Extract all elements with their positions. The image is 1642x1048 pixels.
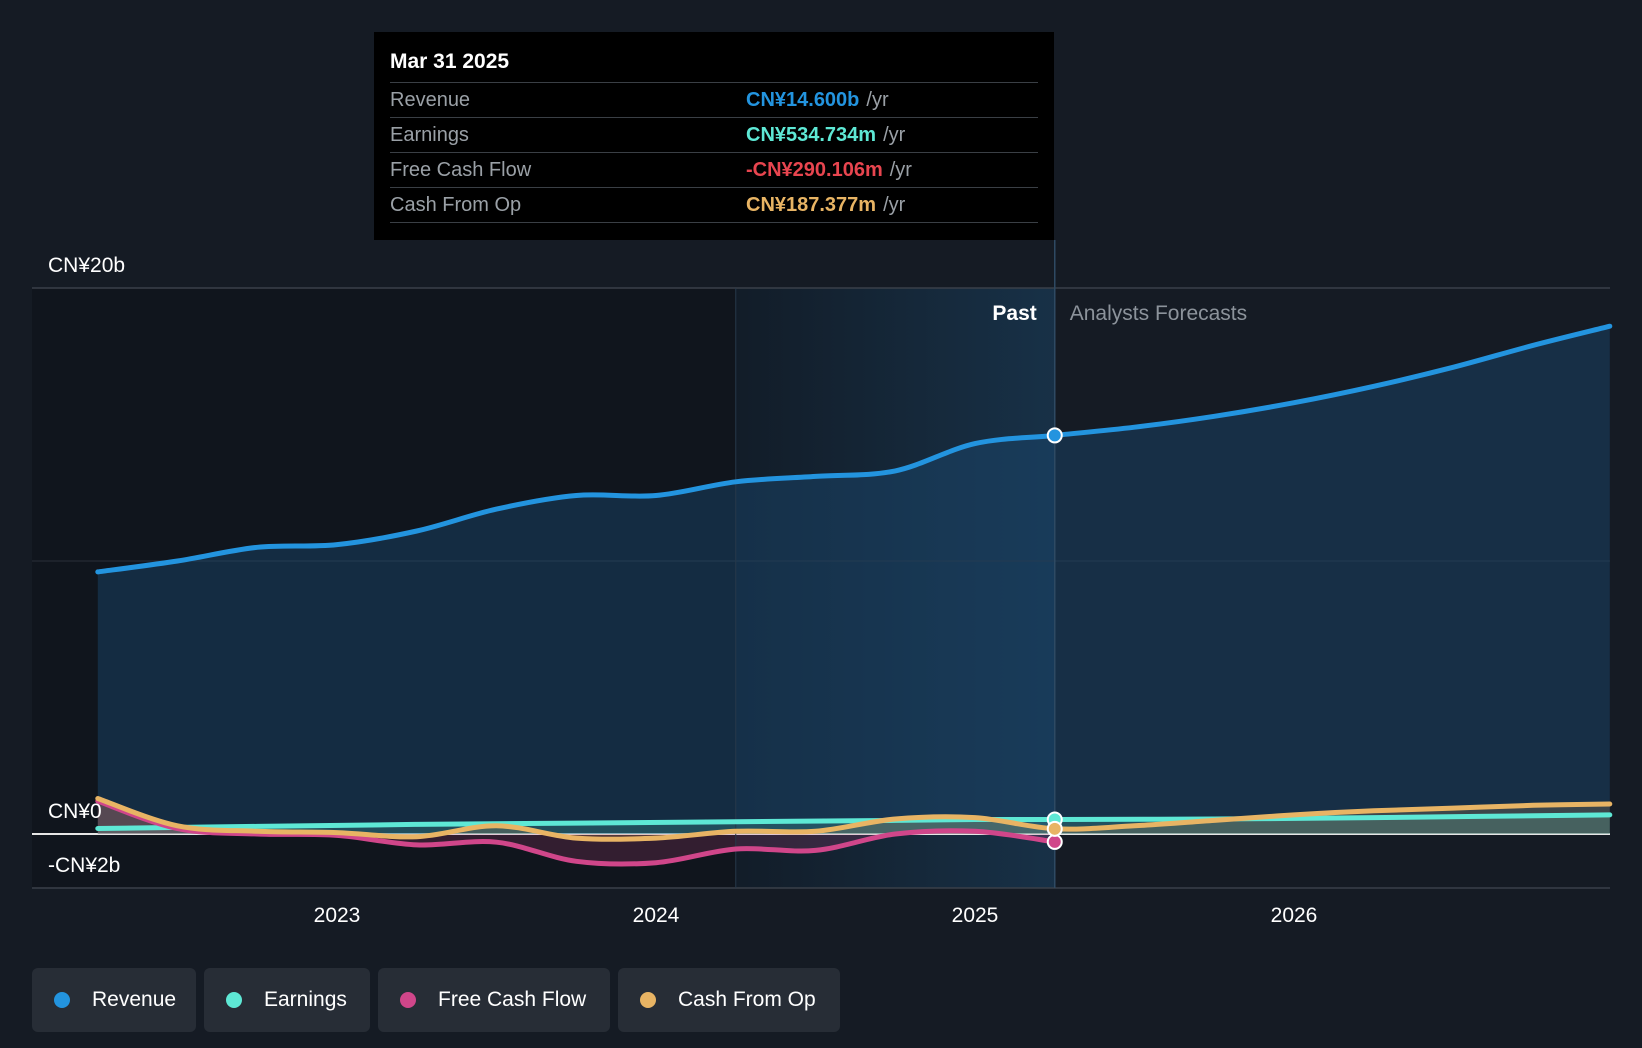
past-label: Past [992,302,1036,325]
tooltip-unit: /yr [889,158,912,181]
x-tick-label: 2023 [314,904,361,927]
y-tick-label: CN¥0 [48,800,102,823]
legend-cash-from-op[interactable]: Cash From Op [618,968,840,1032]
tooltip-row-revenue: Revenue CN¥14.600b /yr [390,82,1038,117]
legend-label: Earnings [264,988,347,1011]
forecast-label: Analysts Forecasts [1070,302,1247,325]
tooltip-label: Revenue [390,88,471,111]
tooltip-row-free-cash-flow: Free Cash Flow -CN¥290.106m /yr [390,152,1038,187]
line-cash-from-op [95,796,1613,842]
x-tick-label: 2026 [1271,904,1318,927]
tooltip-unit: /yr [866,88,889,111]
axis-labels: Past Analysts Forecasts CN¥20b CN¥0 -CN¥2b… [48,254,1317,927]
tooltip-row-earnings: Earnings CN¥534.734m /yr [390,117,1038,152]
line-revenue [95,323,1613,575]
legend-earnings[interactable]: Earnings [204,968,370,1032]
tooltip-unit: /yr [883,123,906,146]
tooltip-label: Free Cash Flow [390,158,532,181]
legend-label: Revenue [92,988,177,1011]
legend-revenue[interactable]: Revenue [32,968,196,1032]
tooltip-value: -CN¥290.106m [746,158,883,181]
y-tick-label: CN¥20b [48,254,125,277]
tooltip-value: CN¥14.600b [746,88,860,111]
tooltip-value: CN¥187.377m [746,193,877,216]
tooltip-unit: /yr [883,193,906,216]
marker-cash-from-op [1046,820,1063,837]
marker-revenue [1046,427,1063,444]
tooltip-value: CN¥534.734m [746,123,877,146]
line-free-cash-flow [95,798,1058,867]
tooltip-label: Cash From Op [390,193,522,216]
x-tick-label: 2024 [633,904,680,927]
tooltip-date: Mar 31 2025 [390,50,510,73]
x-tick-label: 2025 [952,904,999,927]
series-lines [95,323,1613,867]
tooltip: Mar 31 2025 Revenue CN¥14.600b /yr Earni… [374,32,1054,240]
tooltip-row-cash-from-op: Cash From Op CN¥187.377m /yr [390,187,1038,223]
tooltip-label: Earnings [390,123,469,146]
highlight-band [735,288,1055,888]
legend-dot-icon [640,992,656,1008]
marker-free-cash-flow [1046,833,1063,850]
y-tick-label: -CN¥2b [48,854,120,877]
legend-label: Free Cash Flow [438,988,587,1011]
legend-dot-icon [226,992,242,1008]
series-markers [1046,427,1063,850]
legend-label: Cash From Op [678,988,816,1011]
legend-dot-icon [400,992,416,1008]
legend-free-cash-flow[interactable]: Free Cash Flow [378,968,610,1032]
legend-dot-icon [54,992,70,1008]
area-revenue [97,326,1610,834]
